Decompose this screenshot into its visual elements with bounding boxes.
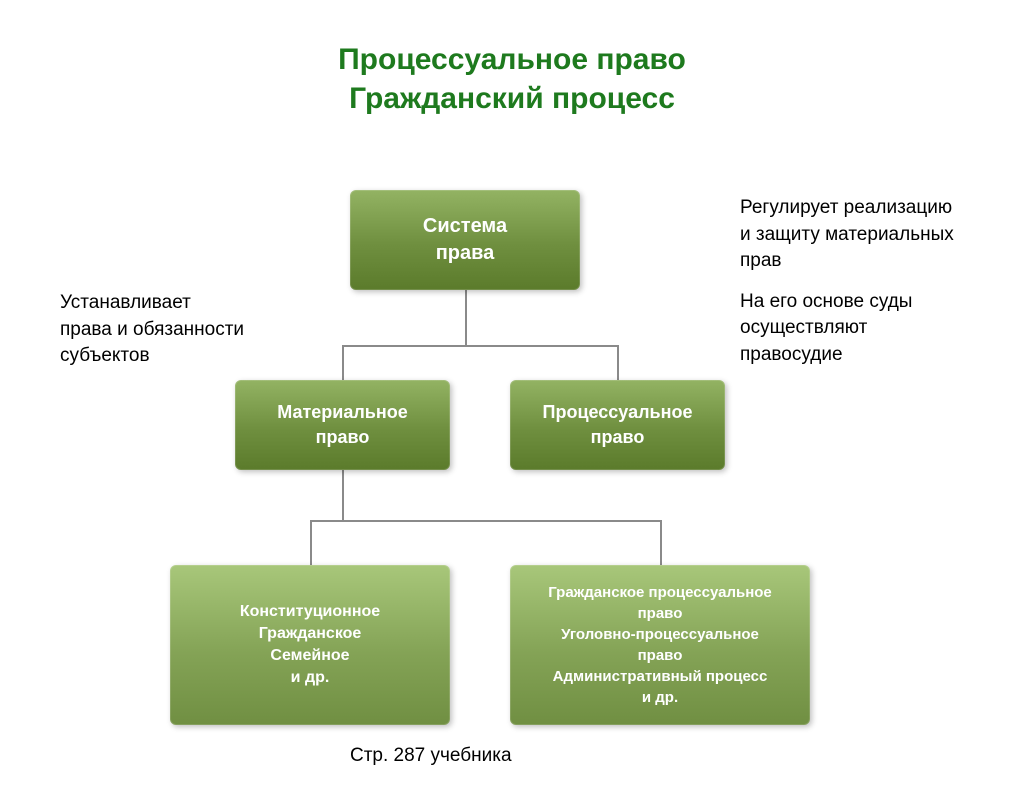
- right-annotation-line: осуществляют: [740, 315, 990, 342]
- left-annotation: Устанавливает права и обязанности субъек…: [60, 290, 270, 370]
- box-text-line: право: [638, 605, 683, 622]
- box-text-line: Семейное: [270, 647, 349, 665]
- connector-line: [342, 345, 617, 347]
- box-text-line: и др.: [642, 689, 678, 706]
- title-line-2: Гражданский процесс: [349, 82, 675, 115]
- right-annotation-line: На его основе суды: [740, 289, 990, 316]
- root-box-system-of-law: Система права: [350, 190, 580, 290]
- left-annotation-line: Устанавливает: [60, 290, 270, 317]
- box-text-line: и др.: [291, 669, 330, 687]
- left-annotation-line: права и обязанности: [60, 317, 270, 344]
- box-text-line: Конституционное: [240, 603, 380, 621]
- connector-line: [310, 520, 660, 522]
- page-footnote: Стр. 287 учебника: [350, 745, 512, 767]
- title-line-1: Процессуальное право: [338, 43, 686, 76]
- box-material-law: Материальное право: [235, 380, 450, 470]
- box-text-line: право: [591, 427, 645, 448]
- box-procedural-law: Процессуальное право: [510, 380, 725, 470]
- right-annotation-line: Регулирует реализацию: [740, 195, 990, 222]
- box-text-line: Уголовно-процессуальное: [561, 626, 759, 643]
- right-annotation: Регулирует реализацию и защиту материаль…: [740, 195, 990, 369]
- box-text-line: Гражданское процессуальное: [548, 584, 772, 601]
- connector-line: [310, 520, 312, 565]
- box-text-line: Система: [423, 215, 507, 238]
- box-text-line: Материальное: [277, 402, 408, 423]
- box-text-line: Административный процесс: [553, 668, 768, 685]
- box-text-line: право: [316, 427, 370, 448]
- connector-line: [342, 470, 344, 520]
- connector-line: [617, 345, 619, 380]
- box-text-line: Гражданское: [259, 625, 362, 643]
- right-annotation-line: прав: [740, 248, 990, 275]
- connector-line: [465, 290, 467, 345]
- connector-line: [660, 520, 662, 565]
- box-text-line: Процессуальное: [543, 402, 693, 423]
- box-text-line: право: [638, 647, 683, 664]
- slide-title: Процессуальное право Гражданский процесс: [0, 40, 1024, 118]
- connector-line: [342, 345, 344, 380]
- right-annotation-line: и защиту материальных: [740, 222, 990, 249]
- box-text-line: права: [436, 242, 495, 265]
- box-procedural-branches: Гражданское процессуальное право Уголовно-…: [510, 565, 810, 725]
- left-annotation-line: субъектов: [60, 343, 270, 370]
- right-annotation-line: правосудие: [740, 342, 990, 369]
- footnote-text: Стр. 287 учебника: [350, 745, 512, 766]
- box-material-branches: Конституционное Гражданское Семейное и др.: [170, 565, 450, 725]
